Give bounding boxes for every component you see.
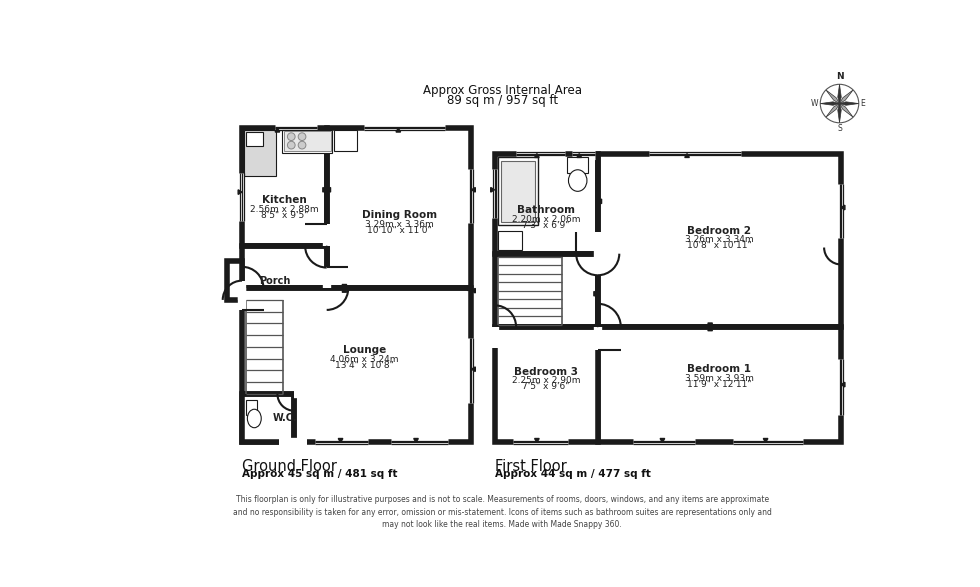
Polygon shape [275, 128, 279, 132]
Text: This floorplan is only for illustrative purposes and is not to scale. Measuremen: This floorplan is only for illustrative … [233, 495, 771, 529]
Polygon shape [322, 187, 326, 192]
Text: 8'5" x 9'5": 8'5" x 9'5" [261, 211, 308, 220]
Polygon shape [841, 205, 845, 210]
Ellipse shape [568, 170, 587, 191]
Polygon shape [598, 199, 602, 204]
Polygon shape [708, 327, 712, 330]
Bar [499, 231, 521, 250]
Text: 3.26m x 3.34m: 3.26m x 3.34m [685, 235, 754, 244]
Polygon shape [338, 438, 343, 443]
Polygon shape [661, 438, 664, 443]
Text: 89 sq m / 957 sq ft: 89 sq m / 957 sq ft [447, 93, 558, 106]
Text: Dining Room: Dining Room [362, 210, 437, 220]
Polygon shape [226, 261, 242, 300]
Text: W: W [811, 99, 818, 108]
Polygon shape [471, 288, 475, 293]
Text: Lounge: Lounge [343, 345, 386, 355]
Polygon shape [324, 246, 329, 250]
Polygon shape [471, 367, 475, 372]
Polygon shape [238, 190, 242, 194]
Bar [246, 400, 257, 416]
Polygon shape [577, 154, 581, 157]
Ellipse shape [247, 409, 262, 428]
Polygon shape [491, 187, 495, 192]
Text: 3.29m x 3.36m: 3.29m x 3.36m [365, 220, 433, 229]
Bar [566, 157, 588, 173]
Text: Kitchen: Kitchen [262, 195, 307, 205]
Bar [283, 131, 330, 151]
Polygon shape [598, 327, 841, 443]
Polygon shape [840, 90, 854, 103]
Polygon shape [763, 438, 768, 443]
Text: 7'5" x 9'6": 7'5" x 9'6" [522, 382, 569, 392]
Polygon shape [840, 102, 858, 105]
Polygon shape [596, 323, 600, 327]
Text: Approx 45 sq m / 481 sq ft: Approx 45 sq m / 481 sq ft [242, 469, 398, 480]
Polygon shape [820, 102, 840, 105]
Polygon shape [242, 288, 471, 443]
Circle shape [298, 133, 306, 140]
Polygon shape [495, 254, 598, 327]
Text: Bathroom: Bathroom [517, 205, 575, 215]
Text: 2.20m x 2.06m: 2.20m x 2.06m [512, 215, 580, 224]
Polygon shape [841, 382, 845, 387]
Bar [334, 130, 358, 151]
Text: 10'8" x 10'11": 10'8" x 10'11" [687, 241, 752, 251]
Bar [499, 157, 538, 225]
Text: 11'9" x 12'11": 11'9" x 12'11" [687, 380, 752, 389]
Text: First Floor: First Floor [495, 458, 566, 474]
Text: 3.59m x 3.93m: 3.59m x 3.93m [685, 374, 754, 383]
Text: Bedroom 3: Bedroom 3 [514, 366, 578, 376]
Polygon shape [495, 154, 598, 254]
Polygon shape [598, 154, 841, 327]
Polygon shape [708, 323, 712, 327]
Bar [282, 130, 332, 153]
Polygon shape [838, 85, 841, 103]
Text: E: E [860, 99, 865, 108]
Text: 13'4" x 10'8": 13'4" x 10'8" [335, 361, 394, 370]
Polygon shape [685, 154, 689, 157]
Text: Approx 44 sq m / 477 sq ft: Approx 44 sq m / 477 sq ft [495, 469, 651, 480]
Polygon shape [242, 246, 326, 288]
Text: 10'10" x 11'0": 10'10" x 11'0" [367, 226, 431, 235]
Text: 2.56m x 2.88m: 2.56m x 2.88m [250, 204, 318, 214]
Text: 4.06m x 3.24m: 4.06m x 3.24m [330, 355, 399, 364]
Text: N: N [836, 72, 844, 81]
Circle shape [287, 133, 295, 140]
Polygon shape [535, 154, 539, 157]
Text: W.C.: W.C. [272, 413, 298, 423]
Polygon shape [414, 438, 418, 443]
Text: Porch: Porch [259, 276, 290, 286]
Polygon shape [396, 128, 401, 132]
Polygon shape [467, 286, 471, 291]
Polygon shape [594, 291, 598, 296]
Polygon shape [342, 288, 347, 292]
Polygon shape [326, 128, 471, 288]
Text: Ground Floor: Ground Floor [242, 458, 337, 474]
Polygon shape [826, 103, 840, 117]
Polygon shape [242, 394, 294, 443]
Bar [246, 132, 263, 146]
Polygon shape [535, 438, 539, 443]
Bar [502, 160, 535, 222]
Bar [243, 130, 276, 176]
Polygon shape [826, 90, 840, 103]
Text: Bedroom 1: Bedroom 1 [687, 364, 752, 374]
Polygon shape [326, 187, 330, 192]
Polygon shape [495, 327, 598, 443]
Text: 7'3" x 6'9": 7'3" x 6'9" [522, 221, 569, 230]
Circle shape [287, 141, 295, 149]
Polygon shape [471, 187, 475, 192]
Polygon shape [242, 128, 326, 246]
Text: Bedroom 2: Bedroom 2 [687, 225, 752, 235]
Circle shape [298, 141, 306, 149]
Polygon shape [840, 103, 854, 117]
Text: S: S [837, 124, 842, 133]
Text: Approx Gross Internal Area: Approx Gross Internal Area [422, 85, 582, 97]
Text: 2.25m x 2.90m: 2.25m x 2.90m [512, 376, 580, 385]
Circle shape [820, 85, 858, 123]
Polygon shape [838, 103, 841, 123]
Polygon shape [342, 285, 347, 288]
